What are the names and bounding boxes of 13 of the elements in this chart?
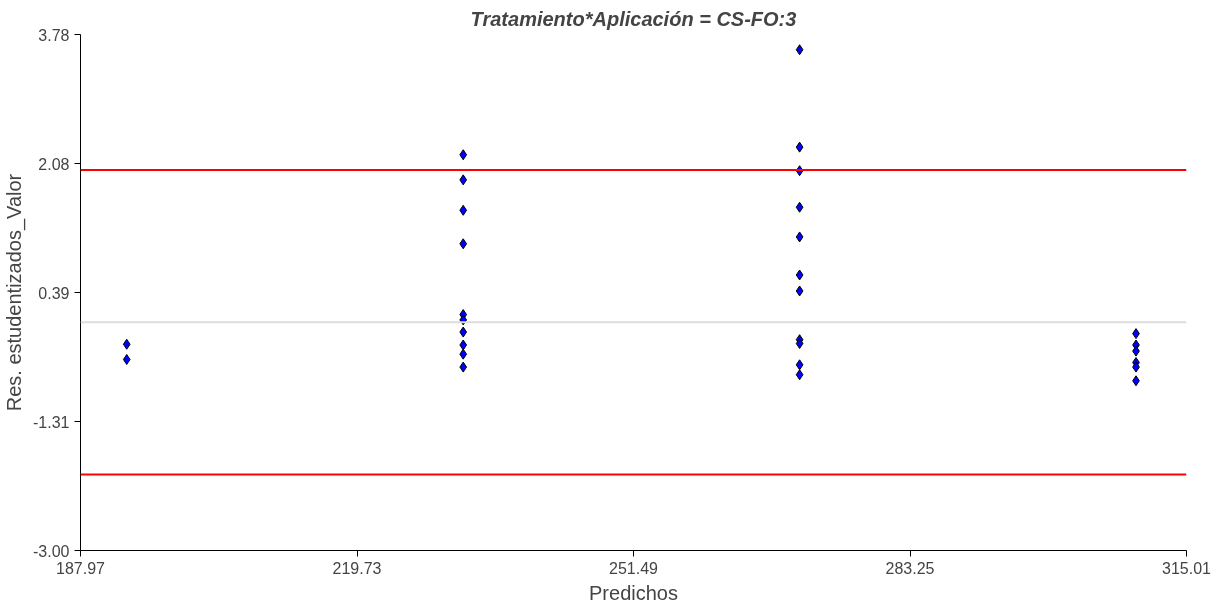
x-axis-title: Predichos — [589, 581, 678, 604]
x-tick-label: 283.25 — [885, 559, 935, 577]
x-tick-label: 187.97 — [56, 559, 106, 577]
x-tick-label: 219.73 — [332, 559, 382, 577]
y-axis-title: Res. estudentizados_Valor — [3, 173, 27, 412]
y-tick-label: -1.31 — [33, 413, 70, 431]
y-tick-label: 0.39 — [38, 284, 70, 302]
y-tick-label: -3.00 — [33, 542, 70, 560]
y-tick-label: 3.78 — [38, 26, 70, 44]
y-tick-label: 2.08 — [38, 155, 70, 173]
x-tick-label: 315.01 — [1162, 559, 1212, 577]
chart-title: Tratamiento*Aplicación = CS-FO:3 — [470, 7, 797, 30]
x-tick-label: 251.49 — [609, 559, 659, 577]
